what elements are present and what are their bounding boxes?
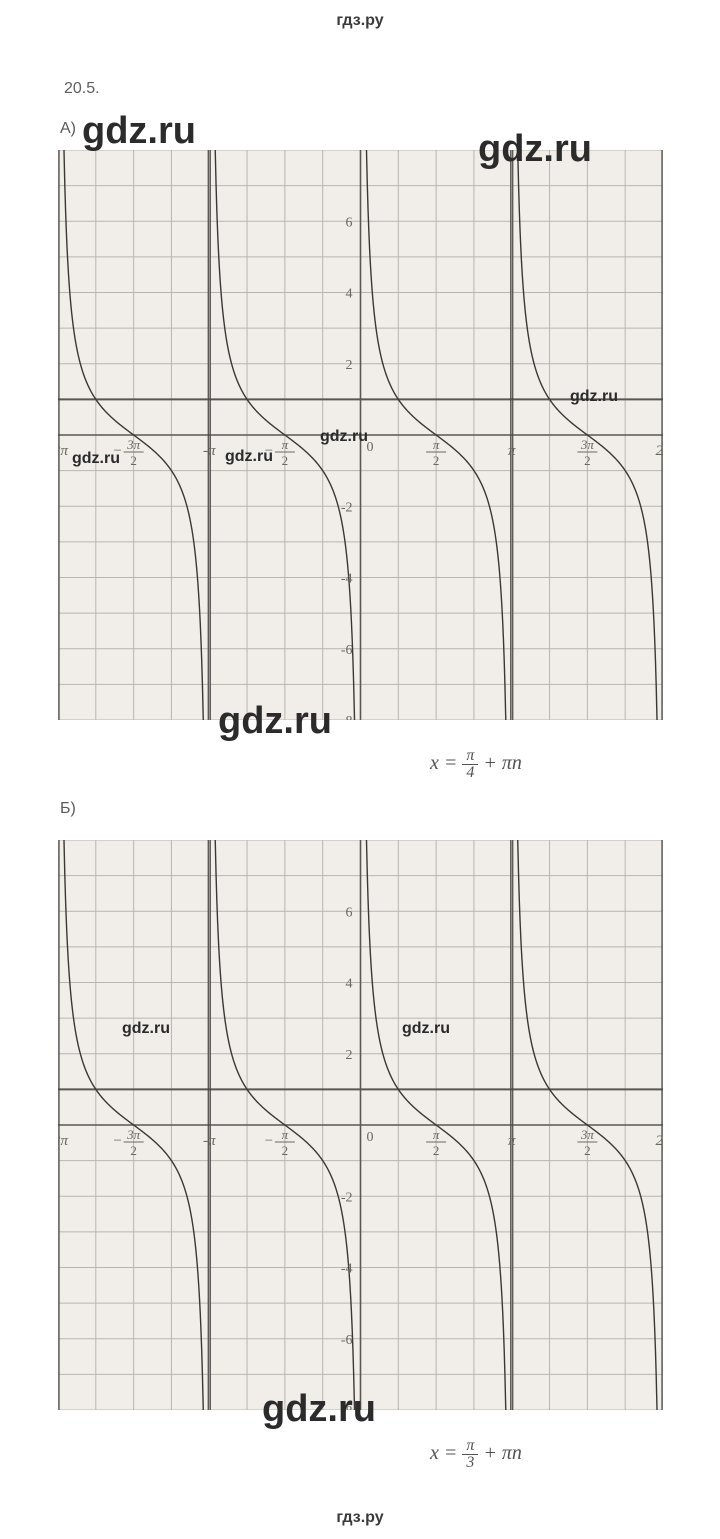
svg-text:2: 2: [584, 453, 591, 468]
formula-a: x = π4 + πn: [430, 748, 522, 781]
svg-text:4: 4: [346, 977, 353, 992]
svg-text:π: π: [282, 437, 289, 452]
svg-text:-2π: -2π: [58, 1133, 68, 1149]
svg-text:2: 2: [433, 453, 440, 468]
svg-text:-2π: -2π: [58, 443, 68, 459]
site-footer: гдз.ру: [0, 1509, 720, 1527]
svg-text:2: 2: [282, 453, 289, 468]
svg-text:-π: -π: [203, 443, 216, 459]
site-header: гдз.ру: [0, 0, 720, 30]
svg-text:-6: -6: [341, 1333, 353, 1348]
chart-b: -8-6-4-22460-2π−3π2-π−π2π2π3π22π: [58, 840, 663, 1410]
svg-text:-8: -8: [341, 1404, 353, 1410]
svg-text:4: 4: [346, 287, 353, 302]
svg-text:3π: 3π: [580, 437, 595, 452]
svg-text:3π: 3π: [126, 1127, 141, 1142]
svg-text:-4: -4: [341, 1262, 353, 1277]
svg-text:−: −: [265, 443, 273, 459]
svg-text:π: π: [282, 1127, 289, 1142]
svg-text:π: π: [433, 1127, 440, 1142]
svg-text:0: 0: [367, 440, 374, 455]
svg-text:π: π: [433, 437, 440, 452]
svg-text:6: 6: [346, 905, 353, 920]
watermark: gdz.ru: [82, 110, 196, 153]
svg-text:-6: -6: [341, 643, 353, 658]
svg-text:2: 2: [346, 1048, 353, 1063]
svg-text:-2: -2: [341, 1190, 353, 1205]
chart-a: -8-6-4-22460-2π−3π2-π−π2π2π3π22π: [58, 150, 663, 720]
svg-text:-8: -8: [341, 714, 353, 720]
part-b-label: Б): [60, 800, 76, 818]
svg-text:2: 2: [130, 453, 137, 468]
exercise-number: 20.5.: [64, 80, 100, 98]
svg-text:π: π: [508, 443, 516, 459]
svg-text:π: π: [508, 1133, 516, 1149]
svg-text:2: 2: [346, 358, 353, 373]
svg-text:-2: -2: [341, 500, 353, 515]
svg-text:0: 0: [367, 1130, 374, 1145]
svg-text:−: −: [113, 443, 121, 459]
svg-text:2π: 2π: [655, 443, 663, 459]
svg-text:2: 2: [282, 1143, 289, 1158]
part-a-label: А): [60, 120, 76, 138]
svg-text:2: 2: [584, 1143, 591, 1158]
formula-b: x = π3 + πn: [430, 1438, 522, 1471]
svg-text:2: 2: [433, 1143, 440, 1158]
svg-text:3π: 3π: [126, 437, 141, 452]
svg-text:-4: -4: [341, 572, 353, 587]
svg-text:-π: -π: [203, 1133, 216, 1149]
svg-text:3π: 3π: [580, 1127, 595, 1142]
svg-text:2: 2: [130, 1143, 137, 1158]
svg-text:2π: 2π: [655, 1133, 663, 1149]
svg-text:−: −: [265, 1133, 273, 1149]
svg-text:−: −: [113, 1133, 121, 1149]
svg-text:6: 6: [346, 215, 353, 230]
